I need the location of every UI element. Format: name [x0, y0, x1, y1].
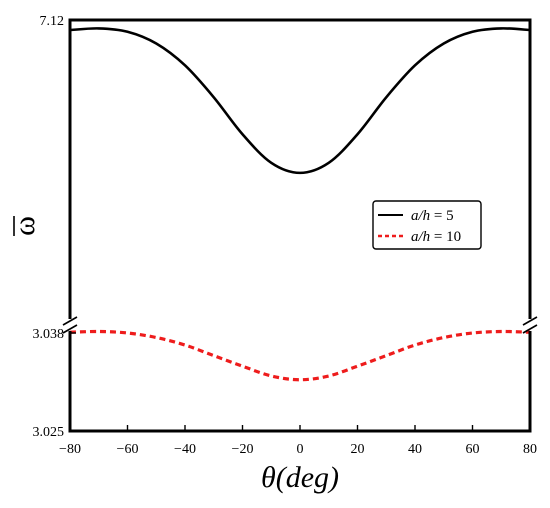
y-axis-label: ω — [8, 216, 41, 236]
plot-content — [69, 27, 531, 382]
x-tick-label: −80 — [59, 442, 81, 457]
x-tick-label: 20 — [351, 442, 365, 457]
x-tick-label: 40 — [408, 442, 422, 457]
axis-break-mark-right-2 — [522, 324, 538, 334]
x-axis-label: θ(deg) — [261, 461, 339, 494]
x-tick-label: −40 — [174, 442, 196, 457]
series-line-2 — [69, 329, 531, 382]
legend-label-1: a/h = 5 — [411, 208, 454, 224]
series-line-1 — [69, 27, 531, 175]
y-tick-label: 7.12 — [40, 14, 65, 29]
legend: a/h = 5 a/h = 10 — [372, 200, 482, 250]
axes: −80 −60 −40 −20 0 20 40 60 80 7.12 3.038 3.025 — [33, 14, 538, 457]
legend-label-2: a/h = 10 — [411, 229, 461, 245]
x-tick-label: 60 — [466, 442, 480, 457]
x-tick-label: −60 — [117, 442, 139, 457]
x-tick-label: −20 — [232, 442, 254, 457]
x-tick-label: 0 — [297, 442, 304, 457]
y-tick-label: 3.025 — [33, 425, 65, 440]
y-tick-label: 3.038 — [33, 327, 65, 342]
axis-break-mark-right-1 — [522, 316, 538, 326]
x-tick-label: 80 — [523, 442, 537, 457]
axis-break-mark-left-1 — [62, 316, 78, 326]
axis-break-mark-left-2 — [62, 324, 78, 334]
